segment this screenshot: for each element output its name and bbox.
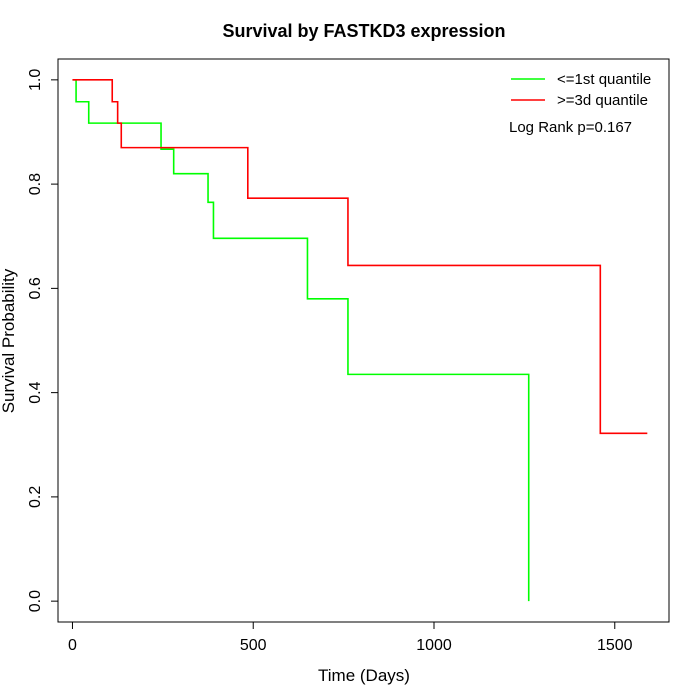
y-tick-label: 0.0 [27, 590, 44, 612]
y-axis-label: Survival Probability [0, 268, 18, 413]
series-layer [72, 79, 648, 602]
y-tick-label: 1.0 [27, 69, 44, 91]
x-tick-label: 1500 [597, 637, 633, 654]
y-tick-label: 0.8 [27, 173, 44, 195]
series-line-2 [72, 79, 648, 435]
legend-label: <=1st quantile [557, 71, 651, 88]
legend-label: >=3d quantile [557, 92, 648, 109]
y-tick-label: 0.4 [27, 381, 44, 403]
chart-title: Survival by FASTKD3 expression [222, 21, 505, 41]
y-tick-label: 0.6 [27, 277, 44, 299]
y-tick-label: 0.2 [27, 486, 44, 508]
x-tick-label: 1000 [416, 637, 452, 654]
x-tick-label: 0 [68, 637, 77, 654]
series-line-1 [72, 79, 530, 602]
x-tick-label: 500 [240, 637, 267, 654]
log-rank-annotation: Log Rank p=0.167 [509, 119, 632, 136]
y-axis: 0.0 0.2 0.4 0.6 0.8 1.0 [27, 69, 59, 612]
plot-frame [57, 58, 670, 623]
legend: <=1st quantile >=3d quantile [511, 71, 651, 109]
x-axis-label: Time (Days) [318, 666, 410, 685]
x-axis: 0 500 1000 1500 [68, 621, 633, 654]
